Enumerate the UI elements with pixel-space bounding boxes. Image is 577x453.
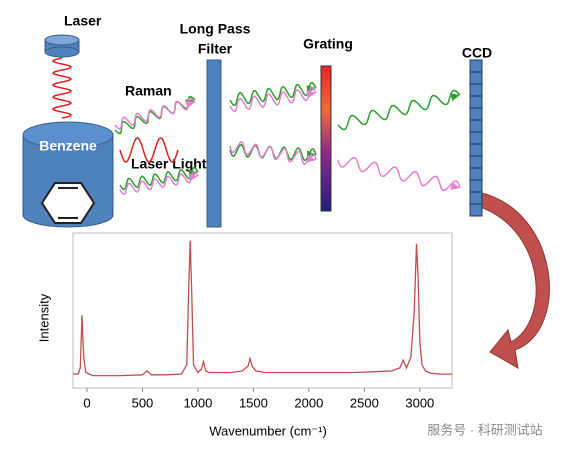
light-wave bbox=[119, 137, 179, 163]
wave-arrow bbox=[450, 93, 460, 102]
filter-label: Filter bbox=[198, 41, 233, 57]
ccd-pixel bbox=[469, 155, 483, 169]
ccd-pixel bbox=[469, 119, 483, 133]
grating-label: Grating bbox=[303, 36, 353, 52]
curved-arrow bbox=[473, 191, 550, 369]
x-tick-label: 2000 bbox=[294, 395, 323, 410]
light-wave bbox=[114, 97, 196, 130]
x-tick-label: 2500 bbox=[350, 395, 379, 410]
benzene-label: Benzene bbox=[39, 138, 97, 154]
filter bbox=[206, 59, 222, 228]
y-axis-label: Intensity bbox=[36, 293, 51, 342]
light-wave bbox=[119, 166, 199, 191]
wave-arrow bbox=[185, 100, 195, 109]
light-wave bbox=[337, 156, 461, 192]
ccd-pixel bbox=[469, 179, 483, 193]
light-wave bbox=[229, 86, 317, 113]
wave-arrow bbox=[450, 182, 460, 190]
x-tick-label: 500 bbox=[132, 395, 154, 410]
light-wave bbox=[229, 140, 317, 166]
x-axis-label: Wavenumber (cm⁻¹) bbox=[209, 423, 327, 438]
plot-frame bbox=[72, 232, 453, 389]
optics bbox=[22, 34, 550, 389]
ccd-pixel bbox=[469, 167, 483, 181]
laser-light-label: Laser Light bbox=[131, 156, 207, 172]
ccd-pixel bbox=[469, 203, 483, 217]
laser-label: Laser bbox=[64, 13, 102, 29]
filter-label: Long Pass bbox=[180, 21, 251, 37]
ccd-label: CCD bbox=[462, 45, 492, 61]
x-tick-label: 3000 bbox=[405, 395, 434, 410]
grating bbox=[320, 65, 332, 212]
x-tick-label: 1000 bbox=[183, 395, 212, 410]
ccd-pixel bbox=[469, 107, 483, 121]
ccd-pixel bbox=[469, 95, 483, 109]
ccd-pixel bbox=[469, 191, 483, 205]
x-tick-label: 0 bbox=[83, 395, 90, 410]
laser-top bbox=[44, 34, 80, 46]
ccd-pixel bbox=[469, 71, 483, 85]
ccd-pixel bbox=[469, 59, 483, 73]
laser-bottom bbox=[44, 46, 80, 58]
spectrum-line bbox=[73, 240, 452, 377]
ccd-pixel bbox=[469, 143, 483, 157]
x-tick-label: 1500 bbox=[239, 395, 268, 410]
sample-top bbox=[22, 121, 114, 149]
light-wave bbox=[119, 170, 199, 196]
ccd-pixel bbox=[469, 83, 483, 97]
ccd-pixel bbox=[469, 131, 483, 145]
wave-arrow bbox=[306, 154, 316, 163]
wave-arrow bbox=[306, 90, 316, 99]
light-wave bbox=[114, 95, 196, 135]
light-wave bbox=[337, 89, 461, 131]
raman-label: Raman bbox=[125, 83, 172, 99]
light-wave bbox=[51, 57, 73, 119]
watermark: 服务号 · 科研测试站 bbox=[427, 422, 543, 437]
light-wave bbox=[229, 81, 317, 107]
wave-arrow bbox=[188, 173, 198, 182]
benzene-ring bbox=[40, 182, 96, 224]
